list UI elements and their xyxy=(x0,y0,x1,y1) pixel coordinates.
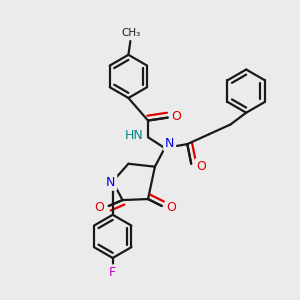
Text: N: N xyxy=(165,136,174,150)
Text: O: O xyxy=(167,201,176,214)
Text: HN: HN xyxy=(125,129,144,142)
Text: O: O xyxy=(196,160,206,173)
Text: F: F xyxy=(109,266,116,279)
Text: N: N xyxy=(106,176,116,189)
Text: O: O xyxy=(172,110,182,123)
Text: CH₃: CH₃ xyxy=(122,28,141,38)
Text: O: O xyxy=(94,201,104,214)
